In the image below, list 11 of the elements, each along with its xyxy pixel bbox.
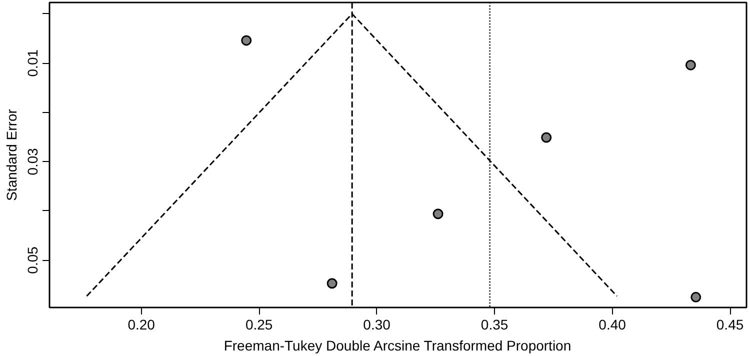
y-tick-label: 0.01 (24, 49, 40, 77)
y-axis-title: Standard Error (4, 108, 20, 201)
x-axis-title: Freeman-Tukey Double Arcsine Transformed Proportion (224, 338, 572, 354)
x-tick-label: 0.40 (598, 316, 626, 332)
x-tick-label: 0.25 (245, 316, 273, 332)
x-tick-label: 0.35 (480, 316, 508, 332)
y-tick-label: 0.03 (24, 148, 40, 176)
y-tick-label: 0.05 (24, 246, 40, 274)
x-tick-label: 0.30 (363, 316, 391, 332)
x-tick-label: 0.20 (128, 316, 156, 332)
x-tick-label: 0.45 (716, 316, 744, 332)
